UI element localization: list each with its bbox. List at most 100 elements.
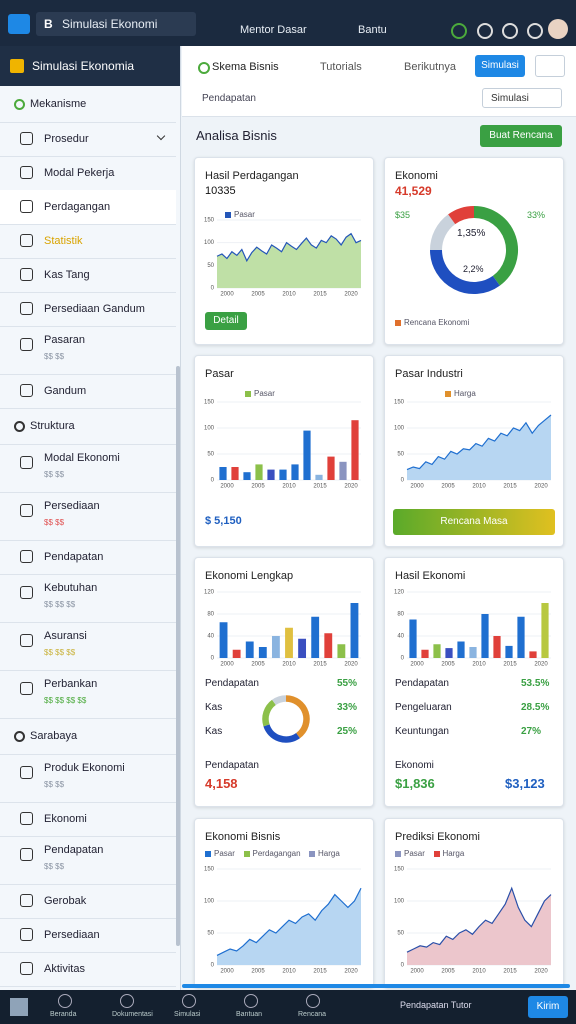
status-icon[interactable] bbox=[451, 23, 467, 39]
scrollbar[interactable] bbox=[176, 366, 180, 946]
y-tick-label: 150 bbox=[204, 400, 215, 406]
bar bbox=[445, 648, 453, 658]
plan-button[interactable]: Rencana Masa bbox=[393, 509, 555, 535]
footer-label: Pendapatan bbox=[205, 760, 259, 771]
start-button[interactable] bbox=[10, 998, 28, 1016]
section-icon bbox=[14, 731, 25, 742]
sidebar-item[interactable]: Ekonomi bbox=[0, 802, 176, 837]
y-tick-label: 50 bbox=[207, 452, 214, 458]
sidebar-item[interactable]: Asuransi $$ $$ $$ bbox=[0, 622, 176, 671]
top-bar: B Simulasi Ekonomi Mentor Dasar Bantu bbox=[0, 0, 576, 46]
sidebar-item[interactable]: Gandum bbox=[0, 374, 176, 409]
icon[interactable] bbox=[477, 23, 493, 39]
stat-label: Pendapatan bbox=[395, 678, 449, 689]
stat-label: Pendapatan bbox=[205, 678, 259, 689]
y-tick-label: 150 bbox=[394, 867, 405, 873]
card: Pasar Pasar 0 50 100 150 2000 2005 2010 2015 202… bbox=[194, 355, 374, 547]
x-tick-label: 2020 bbox=[344, 969, 358, 975]
sidebar-item[interactable]: Persediaan Gandum bbox=[0, 292, 176, 327]
bar bbox=[457, 641, 465, 658]
stat-label: Keuntungan bbox=[395, 726, 449, 737]
sidebar-item[interactable]: Perbankan $$ $$ $$ $$ bbox=[0, 670, 176, 719]
sidebar-section[interactable]: Sarabaya bbox=[0, 718, 176, 755]
tab[interactable]: Berikutnya bbox=[404, 61, 456, 73]
sidebar-item[interactable]: Pendapatan bbox=[0, 540, 176, 575]
icon[interactable] bbox=[527, 23, 543, 39]
section-icon bbox=[14, 99, 25, 110]
sidebar-item[interactable]: Modal Pekerja bbox=[0, 156, 176, 191]
sidebar-item[interactable]: Pasaran $$ $$ bbox=[0, 326, 176, 375]
item-icon bbox=[20, 384, 33, 397]
section-label: Mekanisme bbox=[30, 98, 87, 110]
select[interactable]: Simulasi bbox=[482, 88, 562, 108]
sidebar-item[interactable]: Kas Tang bbox=[0, 258, 176, 293]
y-tick-label: 100 bbox=[204, 899, 215, 905]
sidebar-section[interactable]: Mekanisme bbox=[0, 86, 176, 123]
donut-segment bbox=[285, 695, 310, 739]
sidebar-section[interactable]: Struktura bbox=[0, 408, 176, 445]
y-tick-label: 0 bbox=[401, 656, 405, 662]
create-plan-button[interactable]: Buat Rencana bbox=[480, 125, 562, 147]
filter-label[interactable]: Pendapatan bbox=[202, 93, 256, 104]
item-sub: $$ $$ bbox=[44, 518, 65, 527]
legend-label: Harga bbox=[442, 849, 465, 858]
menu-link[interactable]: Bantu bbox=[358, 24, 387, 36]
sidebar-item[interactable]: Pendapatan $$ $$ bbox=[0, 836, 176, 885]
taskbar-icon[interactable] bbox=[306, 994, 320, 1008]
tab[interactable]: Skema Bisnis bbox=[212, 61, 279, 73]
bar bbox=[231, 467, 239, 480]
detail-button[interactable]: Detail bbox=[205, 312, 247, 330]
icon-button[interactable] bbox=[535, 55, 565, 77]
taskbar-label: Bantuan bbox=[236, 1011, 263, 1018]
x-tick-label: 2005 bbox=[251, 484, 265, 490]
item-icon bbox=[20, 812, 33, 825]
send-button[interactable]: Kirim bbox=[528, 996, 568, 1018]
y-tick-label: 0 bbox=[211, 963, 215, 969]
horizontal-scrollbar[interactable] bbox=[182, 984, 570, 988]
avatar[interactable] bbox=[548, 19, 568, 39]
y-tick-label: 50 bbox=[207, 263, 214, 269]
x-tick-label: 2020 bbox=[344, 484, 358, 490]
icon[interactable] bbox=[502, 23, 518, 39]
sidebar-item[interactable]: Kebutuhan $$ $$ $$ bbox=[0, 574, 176, 623]
sidebar-item[interactable]: Persediaan bbox=[0, 918, 176, 953]
sidebar-item[interactable]: Gerobak bbox=[0, 884, 176, 919]
y-tick-label: 120 bbox=[204, 590, 215, 596]
sidebar-item[interactable]: Persediaan $$ $$ bbox=[0, 492, 176, 541]
sidebar-item[interactable]: Perdagangan bbox=[0, 190, 176, 225]
item-label: Perbankan bbox=[44, 678, 98, 690]
x-tick-label: 2010 bbox=[282, 484, 296, 490]
y-tick-label: 0 bbox=[401, 478, 405, 484]
taskbar-icon[interactable] bbox=[58, 994, 72, 1008]
taskbar-icon[interactable] bbox=[244, 994, 258, 1008]
item-icon bbox=[20, 586, 33, 599]
bar bbox=[267, 469, 275, 480]
taskbar-icon[interactable] bbox=[120, 994, 134, 1008]
sidebar-item[interactable]: Prosedur bbox=[0, 122, 176, 157]
x-tick-label: 2015 bbox=[313, 662, 327, 668]
footer-value: 4,158 bbox=[205, 776, 238, 791]
item-sub: $$ $$ bbox=[44, 470, 65, 479]
sidebar-item[interactable]: Statistik bbox=[0, 224, 176, 259]
simulate-button[interactable]: Simulasi bbox=[475, 55, 525, 77]
taskbar-icon[interactable] bbox=[182, 994, 196, 1008]
donut-segment bbox=[263, 724, 300, 743]
x-tick-label: 2010 bbox=[472, 662, 486, 668]
donut-segment bbox=[430, 249, 500, 294]
bar bbox=[337, 644, 346, 658]
sidebar-item[interactable]: Modal Ekonomi $$ $$ bbox=[0, 444, 176, 493]
sidebar-item[interactable]: Aktivitas bbox=[0, 952, 176, 987]
footer-value: $1,836 bbox=[395, 776, 435, 791]
tab[interactable]: Tutorials bbox=[320, 61, 362, 73]
sidebar-item[interactable]: Produk Ekonomi $$ $$ bbox=[0, 754, 176, 803]
menu-link[interactable]: Mentor Dasar bbox=[240, 24, 307, 36]
x-tick-label: 2010 bbox=[282, 662, 296, 668]
item-label: Persediaan bbox=[44, 500, 100, 512]
item-icon bbox=[20, 504, 33, 517]
sidebar-title: Simulasi Ekonomia bbox=[32, 59, 135, 73]
menu-button[interactable] bbox=[8, 14, 30, 34]
item-icon bbox=[20, 894, 33, 907]
x-tick-label: 2000 bbox=[220, 969, 234, 975]
item-label: Kas Tang bbox=[44, 269, 90, 281]
x-tick-label: 2010 bbox=[282, 969, 296, 975]
